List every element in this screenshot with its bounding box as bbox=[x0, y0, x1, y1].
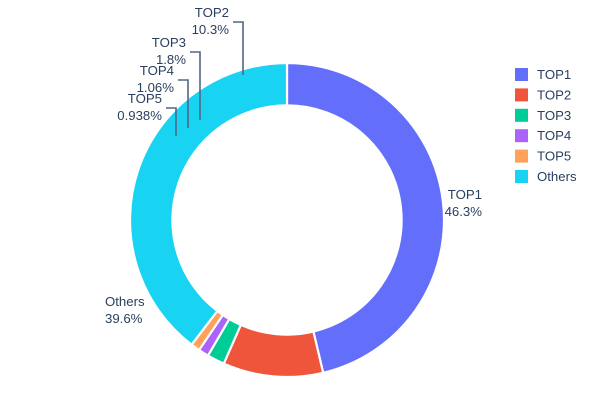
legend-swatch-top3 bbox=[515, 108, 528, 122]
legend-label-others: Others bbox=[537, 169, 577, 184]
legend-swatch-top2 bbox=[515, 88, 528, 102]
legend-label-top5: TOP5 bbox=[537, 149, 571, 164]
label-top1-name: TOP1 bbox=[448, 187, 482, 202]
label-others-name: Others bbox=[105, 294, 145, 309]
leader-lines-group bbox=[166, 21, 244, 136]
legend-label-top4: TOP4 bbox=[537, 128, 571, 143]
pie-slice-top1[interactable] bbox=[285, 61, 446, 374]
label-top5-pct: 0.938% bbox=[117, 108, 162, 123]
label-top5-name: TOP5 bbox=[128, 91, 162, 106]
leader-line-top3 bbox=[190, 51, 201, 120]
legend-swatch-top4 bbox=[515, 129, 528, 143]
legend-item-top5[interactable]: TOP5 bbox=[511, 146, 591, 166]
legend-label-top3: TOP3 bbox=[537, 108, 571, 123]
legend-label-top1: TOP1 bbox=[537, 67, 571, 82]
legend-item-top3[interactable]: TOP3 bbox=[511, 105, 591, 125]
legend-item-others[interactable]: Others bbox=[511, 166, 591, 186]
legend-item-top1[interactable]: TOP1 bbox=[511, 64, 591, 84]
label-top4-pct: 1.06% bbox=[137, 80, 175, 95]
leader-line-top4 bbox=[178, 79, 189, 128]
label-top3-pct: 1.8% bbox=[156, 52, 186, 67]
label-others-pct: 39.6% bbox=[105, 311, 143, 326]
label-top1-pct: 46.3% bbox=[445, 204, 483, 219]
legend-item-top4[interactable]: TOP4 bbox=[511, 125, 591, 145]
legend-swatch-others bbox=[515, 170, 528, 183]
legend-swatch-top5 bbox=[515, 149, 528, 163]
pie-slice-others[interactable] bbox=[128, 61, 289, 346]
leader-line-top2 bbox=[233, 21, 244, 75]
legend-swatch-top1 bbox=[515, 68, 528, 81]
label-top4-name: TOP4 bbox=[140, 63, 174, 78]
data-labels-group: TOP2 10.3% TOP3 1.8% TOP4 1.06% TOP5 0.9… bbox=[105, 5, 482, 326]
leader-line-top5 bbox=[166, 107, 177, 136]
legend-label-top2: TOP2 bbox=[537, 87, 571, 102]
pie-slices-group bbox=[128, 61, 446, 379]
label-top2-pct: 10.3% bbox=[192, 22, 230, 37]
label-top2-name: TOP2 bbox=[195, 5, 229, 20]
legend-item-top2[interactable]: TOP2 bbox=[511, 84, 591, 104]
label-top3-name: TOP3 bbox=[152, 35, 186, 50]
chart-legend: TOP1 TOP2 TOP3 TOP4 TOP5 Others bbox=[511, 64, 591, 186]
